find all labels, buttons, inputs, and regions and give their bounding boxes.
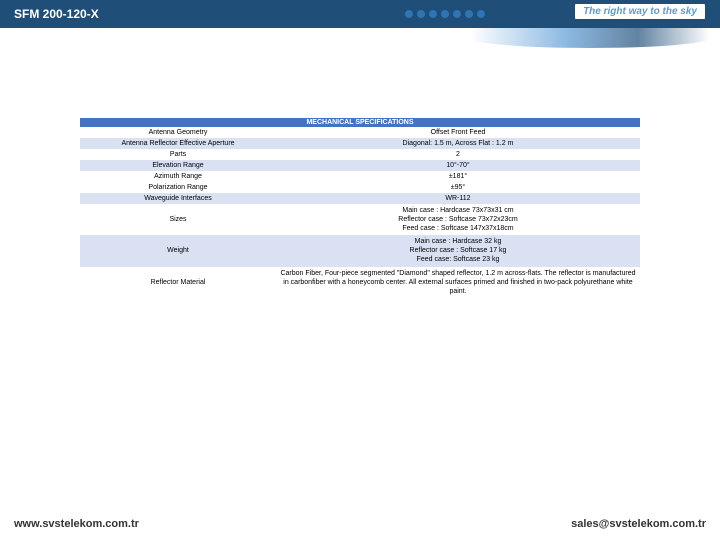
decorative-swoosh <box>470 28 710 48</box>
spec-value: 10°-70° <box>276 160 640 171</box>
spec-value: Main case : Hardcase 73x73x31 cmReflecto… <box>276 204 640 235</box>
section-header: MECHANICAL SPECIFICATIONS <box>80 118 640 127</box>
content-area: MECHANICAL SPECIFICATIONS Antenna Geomet… <box>0 28 720 298</box>
spec-value: Offset Front Feed <box>276 127 640 138</box>
table-row: Waveguide InterfacesWR-112 <box>80 193 640 204</box>
tagline-text: The right way to the sky <box>583 6 697 17</box>
table-row: WeightMain case : Hardcase 32 kgReflecto… <box>80 235 640 266</box>
spec-label: Waveguide Interfaces <box>80 193 276 204</box>
spec-label: Antenna Geometry <box>80 127 276 138</box>
spec-label: Elevation Range <box>80 160 276 171</box>
decorative-dots <box>405 10 485 18</box>
table-row: Antenna Reflector Effective ApertureDiag… <box>80 138 640 149</box>
spec-value: ±181° <box>276 171 640 182</box>
spec-value: WR-112 <box>276 193 640 204</box>
table-row: Reflector MaterialCarbon Fiber, Four-pie… <box>80 267 640 298</box>
spec-label: Weight <box>80 235 276 266</box>
spec-label: Azimuth Range <box>80 171 276 182</box>
spec-label: Polarization Range <box>80 182 276 193</box>
table-row: Polarization Range±95° <box>80 182 640 193</box>
spec-label: Sizes <box>80 204 276 235</box>
table-row: Elevation Range10°-70° <box>80 160 640 171</box>
tagline-banner: The right way to the sky <box>574 3 706 20</box>
spec-label: Parts <box>80 149 276 160</box>
spec-label: Reflector Material <box>80 267 276 298</box>
spec-value: Diagonal: 1.5 m, Across Flat : 1.2 m <box>276 138 640 149</box>
table-row: SizesMain case : Hardcase 73x73x31 cmRef… <box>80 204 640 235</box>
footer: www.svstelekom.com.tr sales@svstelekom.c… <box>0 518 720 530</box>
specs-table: MECHANICAL SPECIFICATIONS Antenna Geomet… <box>80 118 640 298</box>
footer-website: www.svstelekom.com.tr <box>14 518 139 530</box>
footer-email: sales@svstelekom.com.tr <box>571 518 706 530</box>
spec-value: Carbon Fiber, Four-piece segmented "Diam… <box>276 267 640 298</box>
spec-value: ±95° <box>276 182 640 193</box>
spec-label: Antenna Reflector Effective Aperture <box>80 138 276 149</box>
page-title: SFM 200-120-X <box>14 7 99 21</box>
table-row: Parts2 <box>80 149 640 160</box>
table-row: Azimuth Range±181° <box>80 171 640 182</box>
table-row: Antenna GeometryOffset Front Feed <box>80 127 640 138</box>
spec-value: Main case : Hardcase 32 kgReflector case… <box>276 235 640 266</box>
spec-value: 2 <box>276 149 640 160</box>
